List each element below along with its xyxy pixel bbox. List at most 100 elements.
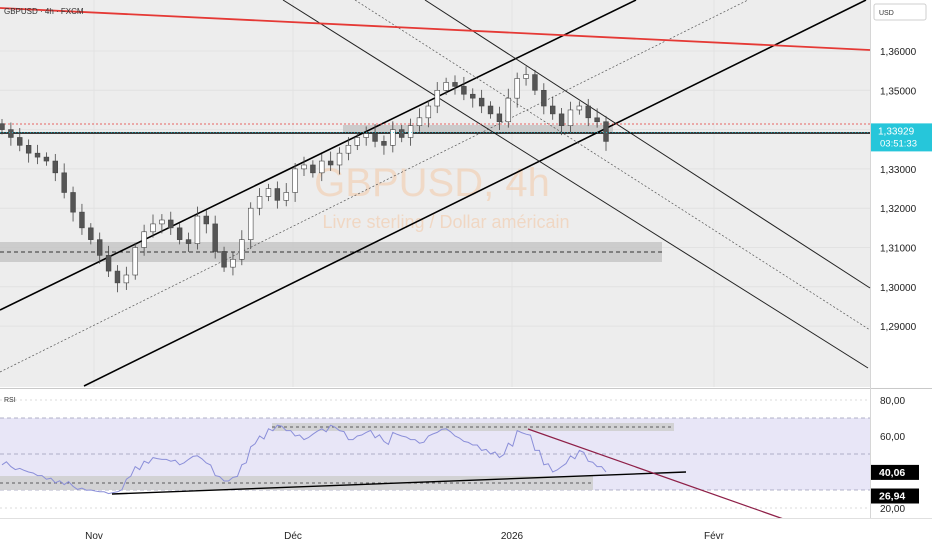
candle[interactable] (70, 186, 76, 222)
candle[interactable] (407, 118, 414, 146)
candle-body (43, 156, 50, 162)
time-axis[interactable]: Nov Déc 2026 Févr (85, 531, 725, 542)
descending-channel-mid[interactable] (354, 0, 871, 331)
currency-button-label[interactable]: USD (879, 10, 894, 17)
candle[interactable] (514, 72, 520, 108)
candle[interactable] (221, 246, 227, 272)
candle[interactable] (487, 101, 494, 119)
candle[interactable] (8, 122, 14, 146)
candle[interactable] (105, 245, 112, 277)
candle[interactable] (88, 223, 94, 245)
candle[interactable] (576, 101, 583, 115)
channel-mid-line[interactable] (0, 0, 749, 373)
candle[interactable] (283, 183, 289, 207)
resistance-zone-box[interactable] (343, 125, 613, 133)
candle[interactable] (0, 118, 5, 135)
candle[interactable] (265, 183, 272, 202)
candle[interactable] (132, 242, 138, 280)
candle[interactable] (25, 139, 32, 163)
candle[interactable] (603, 115, 609, 151)
candle[interactable] (425, 100, 432, 128)
candle[interactable] (345, 137, 352, 161)
candle[interactable] (478, 89, 485, 114)
candle-body (239, 239, 245, 260)
candle[interactable] (43, 152, 50, 166)
drawings[interactable] (0, 0, 871, 387)
candle[interactable] (461, 76, 467, 101)
candle[interactable] (97, 232, 103, 264)
currency-button-frame[interactable] (873, 3, 927, 21)
candle[interactable] (532, 69, 538, 96)
candle-body (61, 172, 67, 193)
candle[interactable] (594, 108, 600, 128)
candle[interactable] (310, 160, 316, 178)
candle-body (452, 82, 458, 87)
candle[interactable] (470, 88, 476, 108)
candle[interactable] (301, 156, 307, 176)
candle-body (594, 117, 600, 123)
red-resistance-line[interactable] (0, 7, 871, 51)
candle[interactable] (52, 153, 58, 182)
candle[interactable] (523, 66, 529, 86)
candle[interactable] (505, 88, 511, 128)
candle[interactable] (443, 77, 449, 96)
time-axis-bg (0, 518, 932, 550)
candle[interactable] (434, 82, 440, 114)
candle[interactable] (336, 147, 343, 175)
candle[interactable] (550, 96, 556, 120)
candles-series[interactable] (0, 66, 609, 293)
candle[interactable] (416, 108, 423, 132)
candle[interactable] (372, 124, 378, 148)
candle[interactable] (319, 153, 325, 182)
candle[interactable] (185, 232, 192, 252)
candle[interactable] (558, 107, 565, 136)
candle-body (25, 145, 32, 154)
symbol-label[interactable]: GBPUSD · 4h · FXCM (4, 7, 84, 16)
candle[interactable] (230, 252, 236, 276)
candle[interactable] (61, 163, 67, 199)
candle[interactable] (150, 214, 156, 238)
rsi-descending-trendline[interactable] (527, 428, 793, 523)
candle[interactable] (194, 206, 201, 250)
candle[interactable] (159, 214, 165, 234)
candle[interactable] (381, 135, 387, 155)
channel-lower-line[interactable] (83, 0, 867, 387)
candle[interactable] (585, 98, 591, 127)
rsi-support-trendline[interactable] (111, 471, 687, 495)
candle[interactable] (79, 203, 85, 235)
candle[interactable] (141, 224, 147, 256)
candle[interactable] (363, 126, 369, 146)
candle[interactable] (203, 210, 209, 234)
candle[interactable] (292, 163, 298, 202)
candle[interactable] (274, 181, 281, 209)
rsi-title[interactable]: RSI (4, 397, 16, 404)
price-axis[interactable]: 1,360001,350001,340001,330001,320001,310… (880, 47, 917, 333)
candle[interactable] (452, 75, 458, 95)
candle[interactable] (496, 106, 503, 130)
currency-button[interactable]: USD (873, 3, 927, 21)
candle[interactable] (114, 265, 121, 293)
candle[interactable] (17, 128, 23, 152)
candle[interactable] (567, 101, 574, 133)
candle[interactable] (123, 266, 130, 290)
candle[interactable] (399, 124, 405, 143)
candle-body (176, 227, 183, 240)
candle[interactable] (212, 215, 218, 259)
candle[interactable] (34, 144, 41, 165)
candle[interactable] (541, 83, 547, 115)
candle[interactable] (390, 121, 396, 153)
descending-channel-upper[interactable] (424, 0, 871, 289)
candle[interactable] (168, 211, 174, 235)
rsi-axis[interactable]: 80,00 60,00 20,00 (880, 396, 905, 515)
candle[interactable] (354, 132, 360, 151)
candle-body (203, 215, 209, 225)
descending-channel-lower[interactable] (282, 0, 869, 369)
candle[interactable] (176, 223, 183, 245)
candle[interactable] (327, 151, 334, 171)
candle[interactable] (256, 188, 263, 216)
candle[interactable] (248, 202, 254, 250)
candle[interactable] (239, 230, 245, 266)
rsi-line[interactable] (1, 424, 607, 495)
